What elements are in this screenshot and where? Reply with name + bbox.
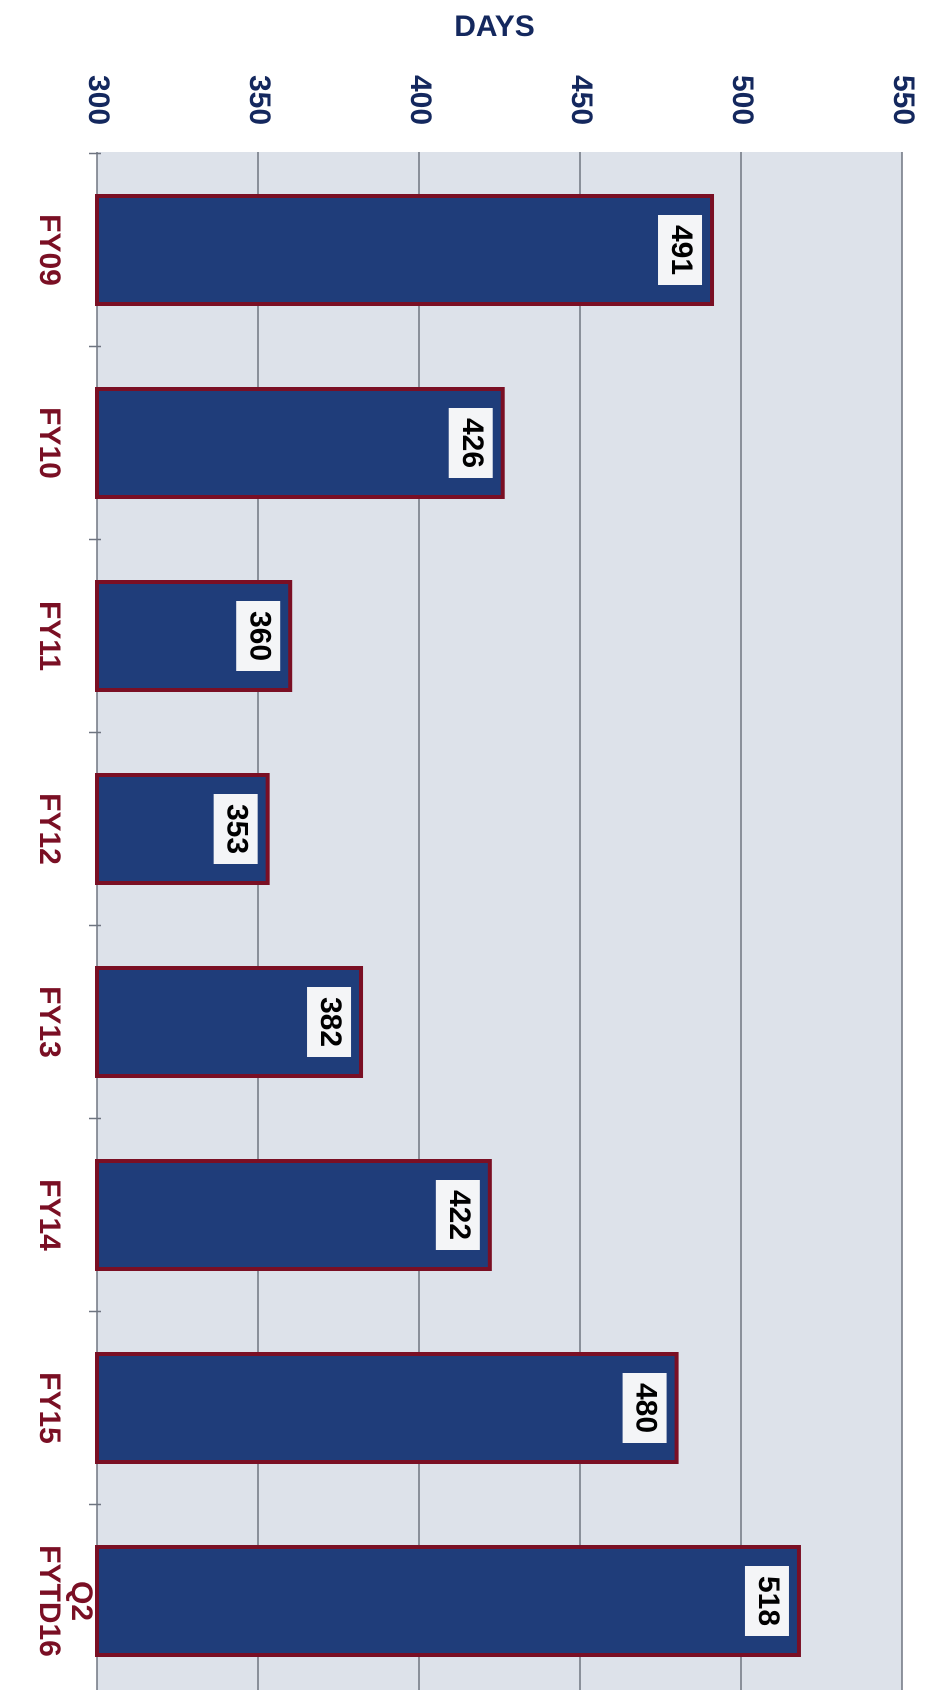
category-label: FYTD16 Q2 [33,1545,98,1657]
x-tick-label: 400 [404,75,437,125]
category-labels: FY09 FY10 FY11 FY12 FY13 FY14 FY15 FYTD16 Q2 [33,214,98,1657]
x-axis-title: DAYS [454,10,535,43]
category-label: FY11 [33,601,66,671]
data-label-box [448,408,493,478]
data-label-box [435,1180,480,1250]
category-label: FY12 [33,793,66,865]
category-label: FY14 [33,1179,66,1251]
data-labels: 491 426 360 353 382 422 480 518 [213,215,789,1636]
category-label-text: Q2 [65,1581,98,1621]
data-label: 422 [443,1190,476,1240]
bar-fy10 [95,387,505,499]
data-label-box [307,987,352,1057]
data-label-box [744,1566,789,1636]
category-label-text: FY10 [33,407,66,479]
data-label: 382 [314,997,347,1047]
data-label: 360 [243,611,276,661]
data-label: 491 [665,225,698,275]
data-label-box [622,1373,667,1443]
data-label: 426 [456,418,489,468]
bar-fy14 [95,1159,492,1271]
category-label-text: FY15 [33,1372,66,1444]
data-label-box [213,794,258,864]
category-label: FY15 [33,1372,66,1444]
category-label: FY10 [33,407,66,479]
x-tick-label: 450 [565,75,598,125]
bar-fytd16-q2 [95,1545,801,1657]
category-label-text: FY14 [33,1179,66,1251]
category-label: FY13 [33,986,66,1058]
data-label-box [236,601,281,671]
data-label: 353 [221,804,254,854]
data-label-box [658,215,703,285]
data-label: 518 [752,1576,785,1626]
data-label: 480 [630,1383,663,1433]
x-tick-label: 300 [82,75,115,125]
category-label-text: FY09 [33,214,66,286]
x-tick-label: 350 [243,75,276,125]
x-tick-label: 550 [887,75,920,125]
bar-fy15 [95,1352,679,1464]
x-tick-labels: 300 350 400 450 500 550 [82,75,920,125]
category-label-text: FYTD16 [33,1545,66,1657]
bars [95,194,801,1657]
category-label: FY09 [33,214,66,286]
category-label-text: FY12 [33,793,66,865]
x-tick-label: 500 [726,75,759,125]
category-label-text: FY13 [33,986,66,1058]
bar-fy09 [95,194,715,306]
category-label-text: FY11 [33,601,66,671]
